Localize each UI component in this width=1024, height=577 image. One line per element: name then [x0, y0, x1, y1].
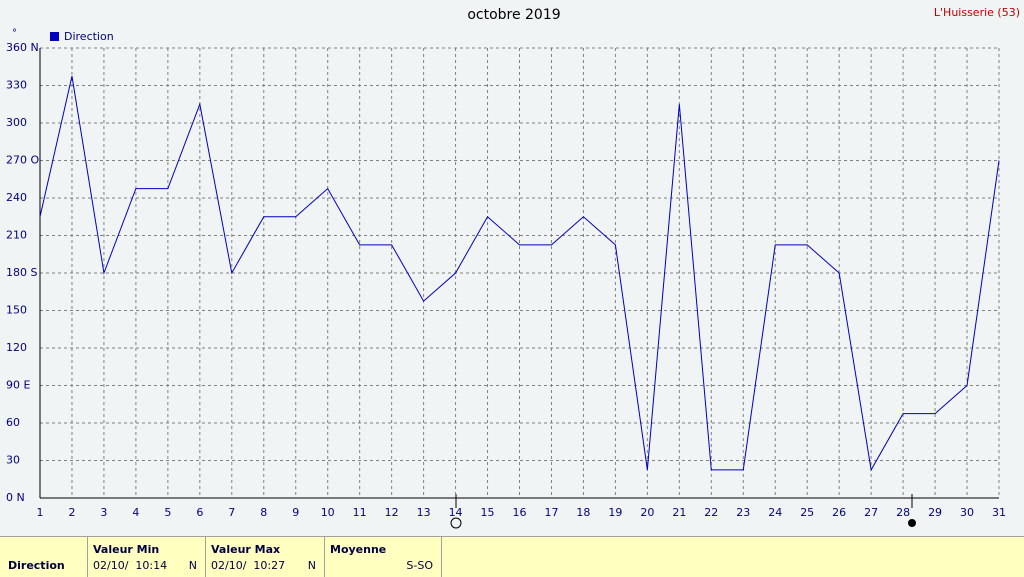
x-tick-label: 21 — [672, 506, 686, 519]
legend-label: Direction — [64, 30, 114, 43]
x-tick-label: 22 — [704, 506, 718, 519]
unit: ° — [12, 28, 17, 39]
x-tick-label: 18 — [576, 506, 590, 519]
x-tick-label: 31 — [992, 506, 1006, 519]
station: L'Huisserie (53) — [934, 6, 1020, 19]
x-tick-label: 13 — [417, 506, 431, 519]
moon-icon — [450, 517, 462, 529]
x-tick-label: 14 — [449, 506, 463, 519]
x-tick-label: 6 — [196, 506, 203, 519]
cell: Moyenne S-SO — [325, 537, 442, 577]
cell: Valeur Min 02/10/ 10:14 N — [88, 537, 206, 577]
x-tick-label: 25 — [800, 506, 814, 519]
x-tick-label: 17 — [544, 506, 558, 519]
col-title: Valeur Min — [93, 543, 160, 556]
row-label: Direction — [8, 559, 65, 572]
y-tick-label: 0 N — [6, 491, 25, 504]
x-tick-label: 20 — [640, 506, 654, 519]
y-tick-label: 30 — [6, 454, 20, 467]
x-tick-label: 30 — [960, 506, 974, 519]
cell: Direction — [0, 537, 88, 577]
x-tick-label: 24 — [768, 506, 782, 519]
dir: N — [307, 559, 316, 572]
dir: N — [188, 559, 197, 572]
y-tick-label: 240 — [6, 191, 27, 204]
x-tick-label: 29 — [928, 506, 942, 519]
cell: Valeur Max 02/10/ 10:27 N — [206, 537, 325, 577]
x-tick-label: 16 — [513, 506, 527, 519]
x-tick-label: 26 — [832, 506, 846, 519]
col-title: Valeur Max — [211, 543, 281, 556]
chart-title: octobre 2019 — [467, 7, 560, 23]
y-tick-label: 300 — [6, 116, 27, 129]
y-tick-label: 210 — [6, 229, 27, 242]
x-tick-label: 9 — [292, 506, 299, 519]
date: 02/10/ 10:27 — [211, 559, 286, 572]
x-tick-label: 5 — [164, 506, 171, 519]
x-tick-label: 2 — [68, 506, 75, 519]
legend-swatch — [50, 32, 59, 41]
x-tick-label: 19 — [608, 506, 622, 519]
summary-table: Direction Valeur Min 02/10/ 10:14 N Vale… — [0, 536, 1024, 577]
y-tick-label: 90 E — [6, 379, 30, 392]
chart: octobre 2019 L'Huisserie (53) ° 0 N 30 60 9… — [6, 6, 1020, 529]
y-tick-label: 180 S — [6, 266, 37, 279]
y-tick-label: 330 — [6, 79, 27, 92]
x-tick-label: 1 — [37, 506, 44, 519]
x-tick-label: 27 — [864, 506, 878, 519]
y-tick-label: 120 — [6, 341, 27, 354]
y-tick-label: 150 — [6, 304, 27, 317]
y-tick-label: 270 O — [6, 154, 39, 167]
moon-icon — [908, 519, 916, 527]
dir: S-SO — [406, 559, 433, 572]
x-tick-label: 10 — [321, 506, 335, 519]
x-tick-label: 15 — [481, 506, 495, 519]
x-tick-label: 11 — [353, 506, 367, 519]
line — [39, 76, 1000, 472]
x-tick-label: 4 — [132, 506, 139, 519]
y-tick-label: 360 N — [6, 41, 39, 54]
x-tick-label: 23 — [736, 506, 750, 519]
col-title: Moyenne — [330, 543, 387, 556]
y-tick-label: 60 — [6, 416, 20, 429]
x-tick-label: 3 — [100, 506, 107, 519]
date: 02/10/ 10:14 — [93, 559, 168, 572]
x-tick-label: 28 — [896, 506, 910, 519]
x-tick-label: 7 — [228, 506, 235, 519]
x-tick-label: 8 — [260, 506, 267, 519]
x-tick-label: 12 — [385, 506, 399, 519]
